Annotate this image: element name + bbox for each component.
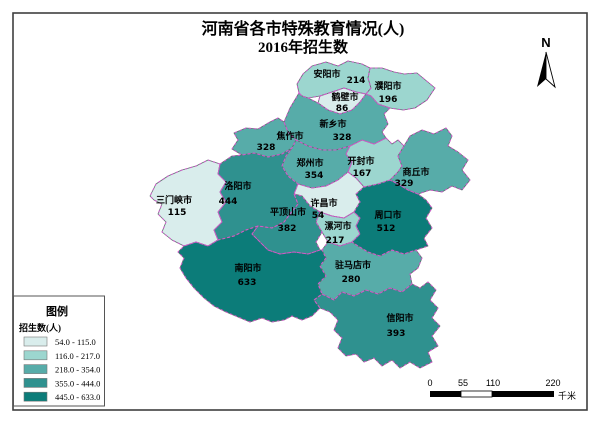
legend-subtitle: 招生数(人) bbox=[19, 322, 61, 333]
legend-swatch-1 bbox=[23, 336, 48, 347]
legend-swatch-2 bbox=[23, 350, 48, 361]
scale-segment-1 bbox=[430, 391, 461, 397]
region-value-hebi: 86 bbox=[336, 104, 349, 114]
region-boundary-puyang bbox=[365, 67, 436, 111]
region-value-xinxiang: 328 bbox=[333, 133, 352, 143]
legend-swatch-5 bbox=[23, 391, 48, 402]
legend-label-3: 218.0 - 354.0 bbox=[55, 365, 100, 375]
region-name-xinyang: 信阳市 bbox=[386, 312, 413, 324]
region-boundary-luohe bbox=[315, 211, 361, 247]
region-name-xinxiang: 新乡市 bbox=[319, 118, 346, 130]
scale-tick-220: 220 bbox=[545, 378, 560, 388]
region-label-layer: 安阳市214濮阳市196鹤壁市86新乡市328焦作市328郑州市354开封市16… bbox=[156, 68, 430, 339]
region-boundary-hebi bbox=[317, 87, 367, 115]
scale-bar: 0 55 110 220 千米 bbox=[427, 378, 576, 401]
region-name-kaifeng: 开封市 bbox=[347, 155, 374, 167]
region-name-luoyang: 洛阳市 bbox=[224, 180, 251, 192]
region-value-anyang: 214 bbox=[347, 76, 366, 86]
north-arrow-left-half bbox=[537, 52, 546, 87]
region-name-zhoukou: 周口市 bbox=[374, 209, 401, 221]
region-name-zhumadian: 驻马店市 bbox=[335, 259, 371, 271]
region-boundary-luoyang bbox=[213, 147, 299, 241]
scale-tick-55: 55 bbox=[458, 378, 468, 388]
region-boundary-pingdingshan bbox=[251, 193, 323, 255]
region-name-xuchang: 许昌市 bbox=[310, 197, 337, 209]
region-name-shangqiu: 商丘市 bbox=[402, 166, 429, 178]
legend-label-5: 445.0 - 633.0 bbox=[55, 392, 100, 402]
region-value-zhumadian: 280 bbox=[342, 275, 361, 285]
region-name-zhengzhou: 郑州市 bbox=[296, 157, 323, 169]
region-value-jiaozuo: 328 bbox=[257, 143, 276, 153]
region-name-sanmenxia: 三门峡市 bbox=[156, 194, 192, 206]
region-name-hebi: 鹤壁市 bbox=[331, 91, 358, 103]
region-name-luohe: 漯河市 bbox=[324, 220, 351, 232]
region-value-sanmenxia: 115 bbox=[168, 208, 187, 218]
legend-swatch-4 bbox=[23, 378, 48, 388]
north-arrow-right-half bbox=[545, 51, 556, 89]
region-value-xuchang: 54 bbox=[312, 211, 325, 221]
region-name-puyang: 濮阳市 bbox=[373, 80, 401, 92]
region-name-anyang: 安阳市 bbox=[313, 68, 340, 80]
north-arrow: N bbox=[537, 35, 556, 89]
legend-label-4: 355.0 - 444.0 bbox=[55, 378, 100, 388]
region-value-zhoukou: 512 bbox=[377, 224, 396, 234]
legend-title: 图例 bbox=[46, 304, 68, 318]
region-layer bbox=[149, 60, 471, 369]
legend-rows: 54.0 - 115.0 116.0 - 217.0 218.0 - 354.0 35… bbox=[23, 336, 100, 402]
region-value-luohe: 217 bbox=[326, 236, 345, 246]
region-value-puyang: 196 bbox=[379, 95, 398, 105]
region-boundary-xinyang bbox=[313, 281, 441, 369]
legend-label-2: 116.0 - 217.0 bbox=[55, 351, 100, 361]
region-name-jiaozuo: 焦作市 bbox=[275, 130, 303, 142]
legend-swatch-3 bbox=[23, 364, 48, 374]
map-title: 河南省各市特殊教育情况(人) bbox=[202, 19, 405, 38]
region-value-luoyang: 444 bbox=[219, 197, 238, 207]
legend: 图例 招生数(人) 54.0 - 115.0 116.0 - 217.0 218.0… bbox=[13, 295, 105, 407]
scale-unit-label: 千米 bbox=[558, 390, 576, 401]
region-value-zhengzhou: 354 bbox=[305, 171, 324, 181]
scale-tick-110: 110 bbox=[486, 378, 500, 388]
region-boundary-shangqiu bbox=[389, 127, 471, 195]
region-boundary-zhoukou bbox=[351, 179, 433, 257]
region-boundary-kaifeng bbox=[345, 137, 405, 188]
scale-segment-3 bbox=[492, 391, 554, 397]
region-value-pingdingshan: 382 bbox=[278, 224, 297, 234]
boundary-dash-layer bbox=[149, 60, 471, 369]
region-boundary-zhengzhou bbox=[281, 139, 353, 189]
north-arrow-label: N bbox=[541, 35, 550, 50]
scale-tick-0: 0 bbox=[427, 378, 432, 388]
region-value-kaifeng: 167 bbox=[353, 169, 372, 179]
region-value-nanyang: 633 bbox=[238, 278, 257, 288]
region-boundary-sanmenxia bbox=[149, 159, 227, 247]
region-name-nanyang: 南阳市 bbox=[234, 262, 261, 274]
region-name-pingdingshan: 平顶山市 bbox=[270, 206, 306, 218]
legend-label-1: 54.0 - 115.0 bbox=[55, 337, 96, 347]
scale-segment-2 bbox=[460, 390, 493, 398]
map-subtitle: 2016年招生数 bbox=[258, 38, 349, 56]
region-value-shangqiu: 329 bbox=[395, 179, 414, 189]
region-value-xinyang: 393 bbox=[387, 329, 406, 339]
